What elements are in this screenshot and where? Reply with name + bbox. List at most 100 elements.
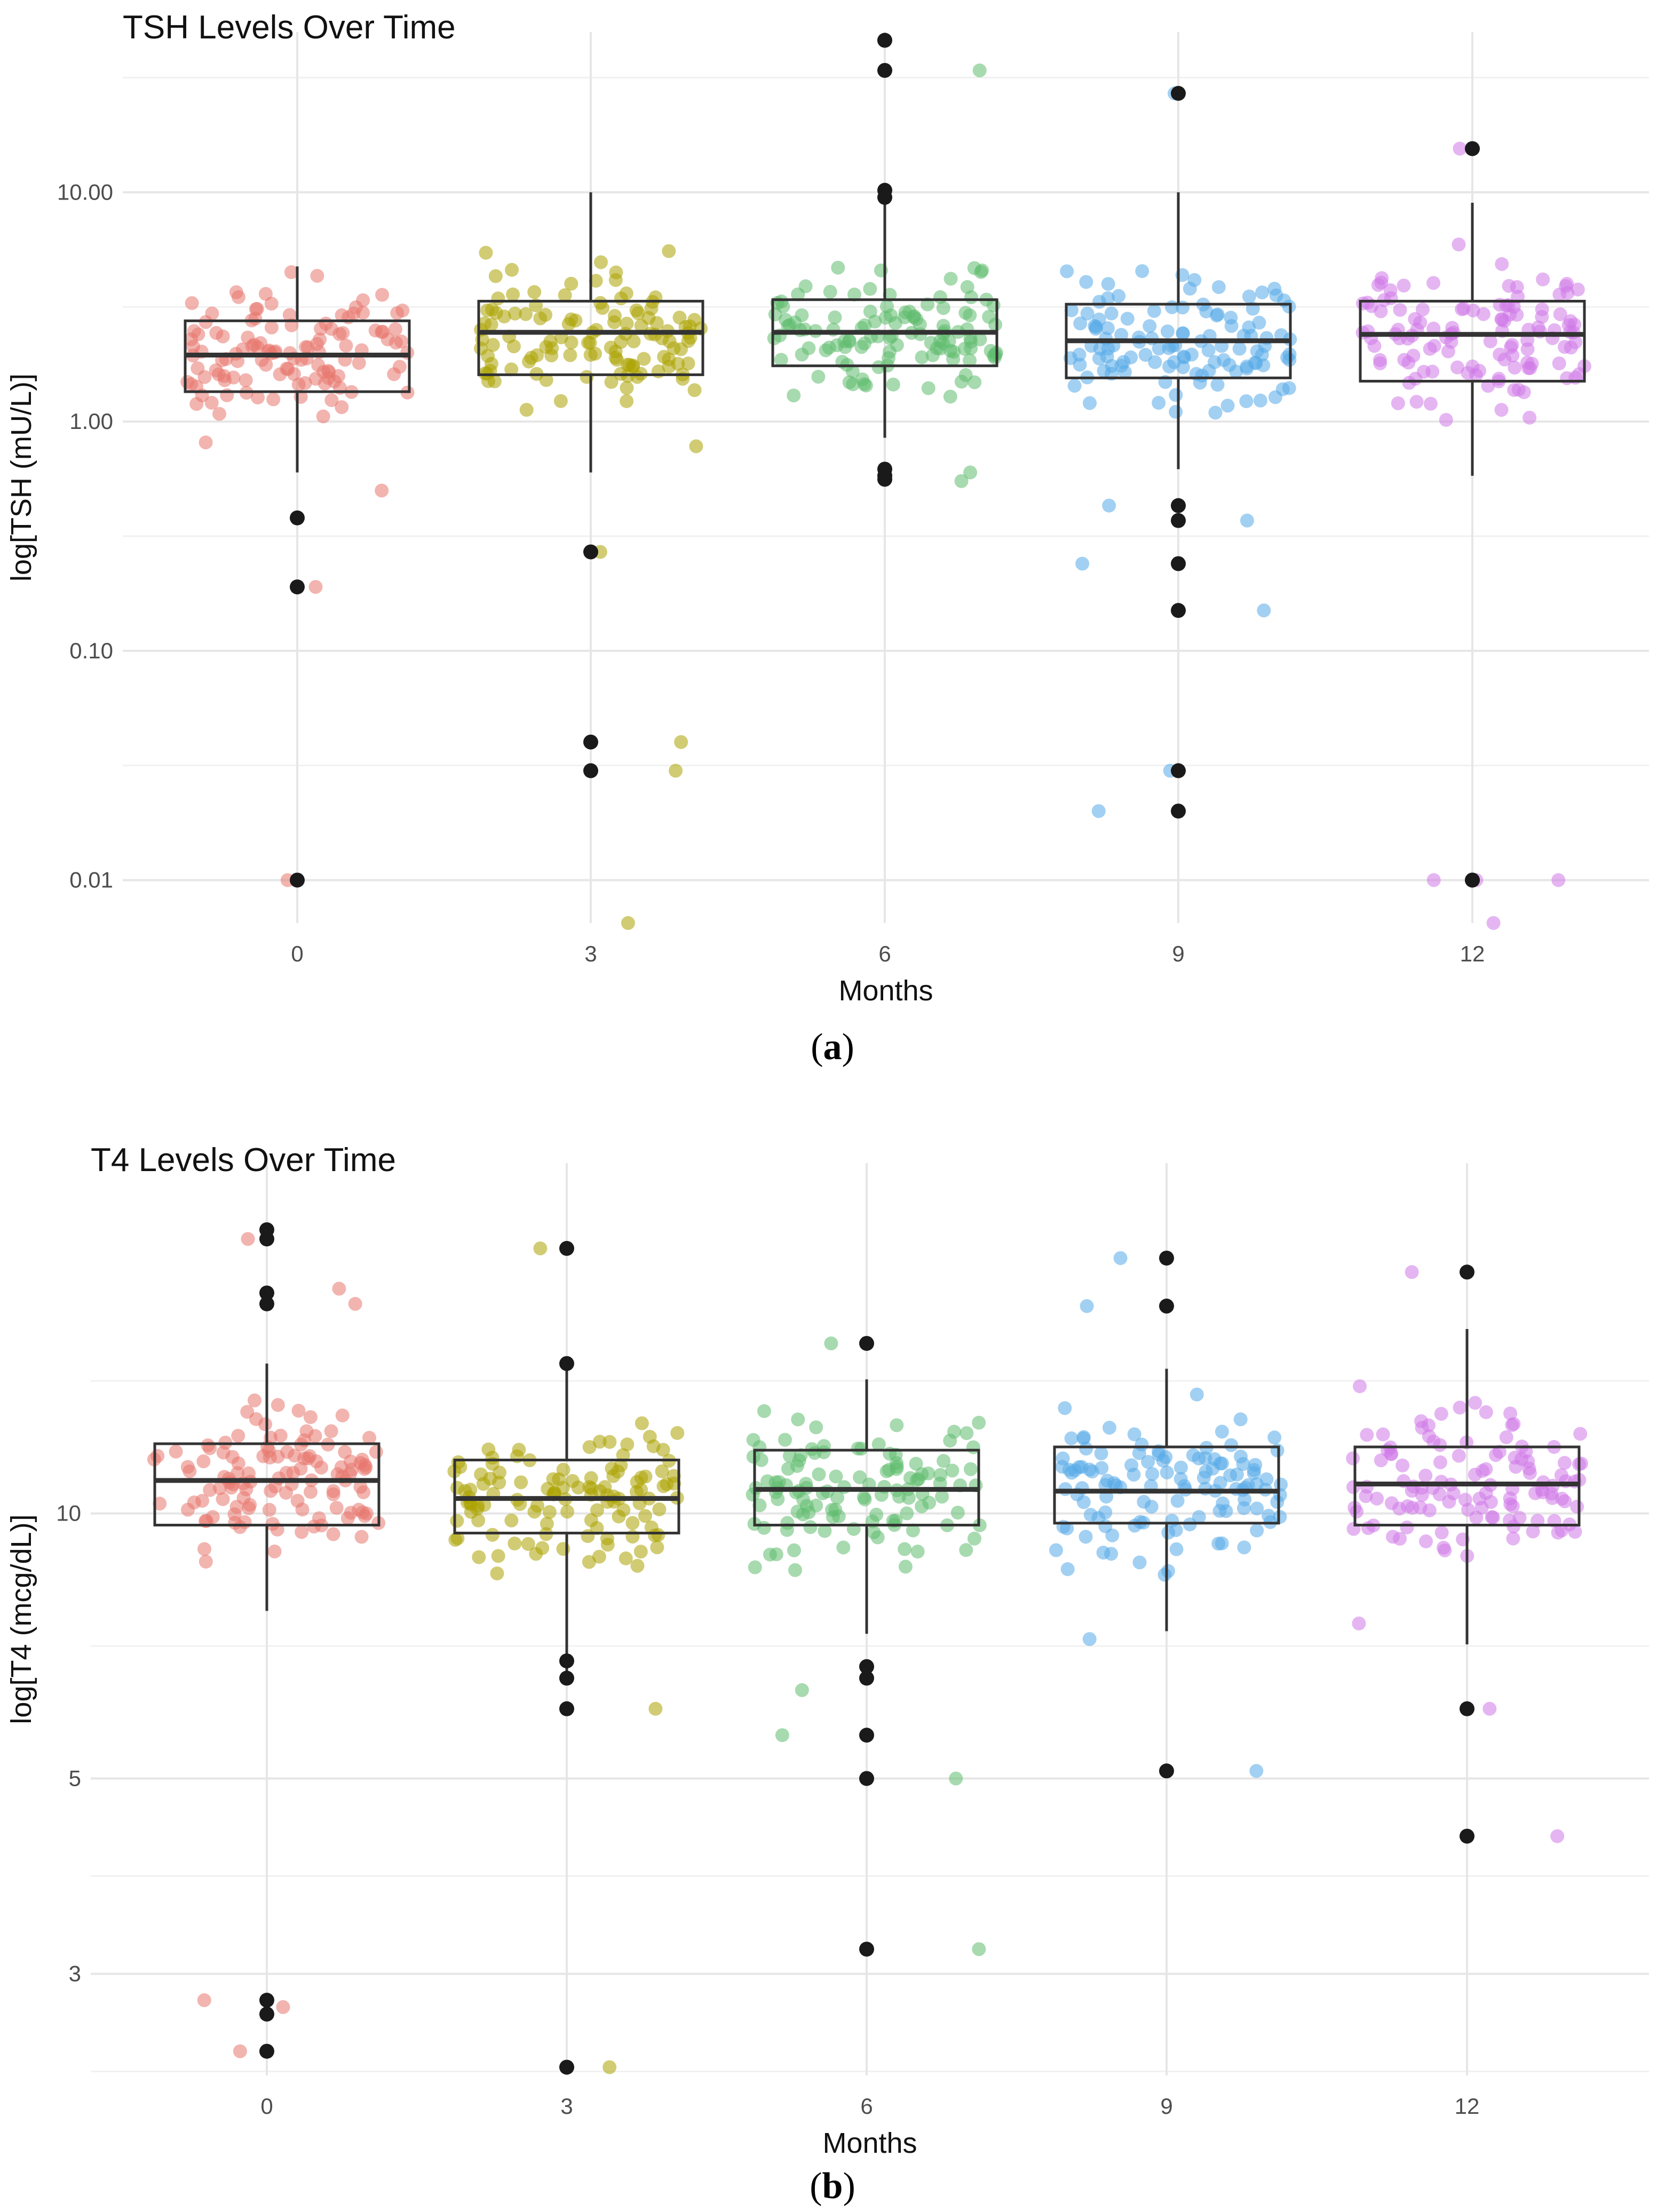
jitter-point (1169, 1523, 1183, 1537)
jitter-point (295, 1525, 309, 1539)
jitter-point (614, 335, 628, 349)
jitter-point (630, 1558, 645, 1573)
jitter-point (869, 1507, 884, 1522)
jitter-point (1080, 1299, 1094, 1314)
jitter-point (1250, 1501, 1264, 1516)
jitter-point (1242, 289, 1256, 304)
jitter-point (560, 1505, 575, 1519)
jitter-point (1479, 1486, 1493, 1500)
jitter-point (1270, 1495, 1285, 1509)
jitter-point (266, 392, 281, 407)
jitter-point (1247, 1466, 1261, 1481)
outlier-point (259, 1285, 274, 1301)
jitter-point (757, 1521, 771, 1535)
jitter-point (1083, 396, 1097, 410)
jitter-point (203, 1483, 217, 1497)
jitter-point (1157, 1568, 1172, 1582)
jitter-point (1096, 1546, 1111, 1560)
jitter-point (851, 1441, 865, 1455)
jitter-point (1507, 383, 1521, 397)
jitter-point (1267, 1430, 1282, 1445)
jitter-point (1520, 355, 1534, 370)
jitter-point (901, 1491, 916, 1505)
jitter-point (282, 308, 297, 322)
jitter-point (828, 310, 842, 324)
jitter-point (1215, 1425, 1229, 1439)
jitter-point (231, 1456, 245, 1470)
jitter-point (1230, 1467, 1244, 1482)
chart-panel-a: 0.01 0.10 1.00 10.00 0 3 6 9 12 TSH Levels Over T… (5, 9, 1649, 1068)
jitter-point (556, 1481, 570, 1495)
jitter-point (746, 1433, 760, 1447)
jitter-point (479, 245, 493, 260)
outlier-point (859, 1728, 874, 1743)
jitter-point (1573, 1427, 1588, 1441)
outlier-point (259, 1993, 274, 2008)
outlier-point (859, 1771, 874, 1786)
jitter-point (1257, 603, 1271, 618)
box-iqr (153, 1442, 380, 1527)
jitter-point (1572, 367, 1587, 381)
jitter-point (1083, 1508, 1098, 1522)
outlier-point (583, 544, 598, 560)
jitter-point (791, 1412, 805, 1427)
jitter-point (303, 1449, 317, 1463)
outlier-point (559, 1240, 574, 1256)
jitter-point (906, 1523, 920, 1538)
jitter-point (780, 1516, 795, 1530)
jitter-point (943, 1434, 957, 1448)
jitter-point (1503, 1406, 1518, 1421)
jitter-point (836, 1540, 851, 1555)
jitter-point (621, 916, 635, 930)
jitter-point (231, 1429, 245, 1443)
jitter-point (197, 1993, 211, 2008)
jitter-point (1250, 1523, 1264, 1538)
jitter-point (1183, 282, 1197, 296)
outlier-point (877, 62, 892, 78)
jitter-point (790, 1459, 804, 1473)
jitter-point (1426, 873, 1441, 887)
jitter-point (1174, 1460, 1188, 1475)
jitter-point (340, 1511, 355, 1525)
jitter-point (589, 274, 603, 288)
jitter-point (787, 388, 801, 403)
jitter-point (1224, 319, 1239, 333)
y-tick-label: 0.01 (69, 868, 113, 893)
jitter-point (262, 1502, 276, 1517)
box-series-9 (1060, 86, 1297, 819)
jitter-point (153, 1497, 167, 1511)
jitter-point (795, 347, 809, 362)
jitter-point (829, 1469, 843, 1484)
jitter-point (1434, 1525, 1449, 1540)
jitter-point (1091, 804, 1106, 818)
jitter-point (1512, 1510, 1527, 1525)
outlier-point (859, 1335, 874, 1351)
jitter-point (248, 1393, 262, 1407)
jitter-point (1236, 1457, 1250, 1471)
jitter-point (1186, 1448, 1200, 1462)
outlier-point (559, 2059, 574, 2075)
jitter-point (245, 339, 259, 353)
jitter-point (259, 357, 273, 372)
jitter-point (1415, 303, 1430, 317)
jitter-point (662, 352, 676, 367)
jitter-point (463, 1483, 478, 1497)
outlier-point (859, 1942, 874, 1957)
jitter-point (867, 1525, 881, 1540)
x-tick-label: 6 (878, 941, 891, 966)
jitter-point (390, 306, 405, 320)
jitter-point (1409, 395, 1424, 409)
jitter-point (1124, 350, 1138, 364)
jitter-point (943, 344, 957, 358)
jitter-point (748, 1560, 762, 1574)
jitter-point (491, 1549, 505, 1563)
jitter-point (1075, 556, 1090, 571)
jitter-point (529, 1547, 543, 1561)
jitter-point (1495, 257, 1509, 271)
jitter-point (878, 311, 893, 325)
jitter-point (1058, 1401, 1072, 1415)
outlier-point (1171, 556, 1186, 571)
box-iqr (477, 299, 704, 376)
jitter-point (1215, 1536, 1229, 1550)
jitter-point (651, 364, 665, 379)
